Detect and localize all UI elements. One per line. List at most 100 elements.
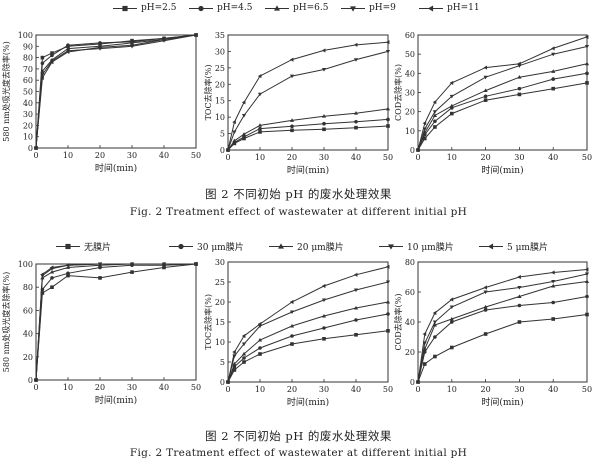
data-point xyxy=(322,326,326,330)
series-group xyxy=(226,329,390,384)
y-tick-label: 10 xyxy=(23,133,33,142)
data-point xyxy=(258,346,262,350)
x-tick-label: 50 xyxy=(383,153,393,162)
y-tick-label: 100 xyxy=(18,31,33,40)
series-line xyxy=(35,34,197,149)
data-point xyxy=(129,43,134,48)
x-tick-label: 40 xyxy=(351,153,361,162)
series-group xyxy=(415,267,589,385)
x-tick-label: 30 xyxy=(319,153,329,162)
data-point xyxy=(225,379,230,385)
data-point xyxy=(322,121,326,126)
y-tick-label: 30 xyxy=(215,47,225,56)
y-tick-label: 60 xyxy=(23,306,33,315)
legend-label: pH=11 xyxy=(447,3,480,13)
x-axis-label: 时间(min) xyxy=(481,164,523,176)
data-point xyxy=(517,320,522,324)
data-point xyxy=(49,265,54,270)
y-tick-label: 20 xyxy=(405,348,415,357)
series-line xyxy=(227,41,389,151)
y-tick-label: 30 xyxy=(23,110,33,119)
series-group xyxy=(34,262,198,382)
data-point xyxy=(241,351,247,356)
legend-item: pH=9 xyxy=(340,3,396,13)
y-tick-label: 30 xyxy=(215,258,225,267)
data-point xyxy=(353,272,358,277)
data-point xyxy=(584,61,590,66)
series-group xyxy=(415,61,590,152)
y-tick-label: 0 xyxy=(28,376,33,385)
y-tick-label: 80 xyxy=(23,283,33,292)
y-tick-label: 20 xyxy=(23,121,33,130)
data-point xyxy=(290,124,294,129)
data-point xyxy=(551,300,555,305)
y-tick-label: 40 xyxy=(23,99,33,108)
data-point xyxy=(33,145,38,151)
series-group xyxy=(33,262,199,383)
data-point xyxy=(33,377,38,383)
data-point xyxy=(432,100,437,105)
data-point xyxy=(257,123,263,127)
legend-item: 5 μm膜片 xyxy=(478,240,548,253)
data-point xyxy=(290,128,294,133)
series-group xyxy=(225,264,390,385)
data-point xyxy=(353,288,359,293)
series-line xyxy=(35,34,197,149)
x-tick-label: 50 xyxy=(383,385,393,394)
legend-triangle-down-marker-icon xyxy=(341,5,365,12)
y-tick-label: 0 xyxy=(220,146,225,155)
data-point xyxy=(385,299,391,304)
data-point xyxy=(258,352,262,356)
x-tick-label: 10 xyxy=(255,385,265,394)
data-point xyxy=(385,40,390,45)
data-point xyxy=(450,111,454,116)
data-point xyxy=(257,321,262,327)
legend-triangle-up-marker-icon xyxy=(265,4,289,11)
data-point xyxy=(551,270,555,275)
x-tick-label: 10 xyxy=(63,151,73,160)
data-point xyxy=(97,261,102,267)
x-axis-label: 时间(min) xyxy=(95,394,137,406)
data-point xyxy=(483,332,488,336)
data-point xyxy=(258,130,262,134)
data-point xyxy=(289,74,295,79)
series-group xyxy=(416,294,589,384)
data-point xyxy=(551,52,556,57)
figure-2-caption-en: Fig. 2 Treatment effect of wastewater at… xyxy=(129,447,468,459)
x-tick-label: 20 xyxy=(287,153,297,162)
series-group xyxy=(34,33,198,150)
series-line xyxy=(227,330,389,383)
data-point xyxy=(98,276,102,280)
x-tick-label: 30 xyxy=(127,383,137,392)
data-point xyxy=(65,46,71,50)
y-tick-label: 5 xyxy=(220,358,225,367)
series-line xyxy=(227,50,389,151)
y-tick-label: 50 xyxy=(23,88,33,97)
legend-item: 无膜片 xyxy=(55,240,111,253)
data-point xyxy=(241,333,246,339)
data-point xyxy=(130,270,134,274)
series-group xyxy=(415,45,590,153)
series-line xyxy=(417,269,588,383)
x-tick-label: 0 xyxy=(33,383,38,392)
y-tick-label: 0 xyxy=(220,378,225,387)
x-axis-label: 时间(min) xyxy=(95,162,137,174)
data-point xyxy=(517,75,522,79)
data-point xyxy=(122,5,128,11)
legend-circle-marker-icon xyxy=(169,243,193,250)
series-line xyxy=(227,281,389,383)
series-line xyxy=(35,34,197,149)
data-point xyxy=(551,69,556,73)
data-point xyxy=(551,317,555,321)
x-tick-label: 30 xyxy=(127,151,137,160)
data-point xyxy=(584,267,589,272)
data-point xyxy=(354,119,358,124)
legend-label: 30 μm膜片 xyxy=(197,243,244,253)
data-point xyxy=(584,272,590,277)
data-point xyxy=(50,53,54,58)
x-tick-label: 10 xyxy=(447,153,457,162)
y-tick-label: 100 xyxy=(18,260,33,269)
legend-label: 20 μm膜片 xyxy=(297,243,344,253)
data-point xyxy=(584,34,589,39)
series-group xyxy=(225,49,391,153)
